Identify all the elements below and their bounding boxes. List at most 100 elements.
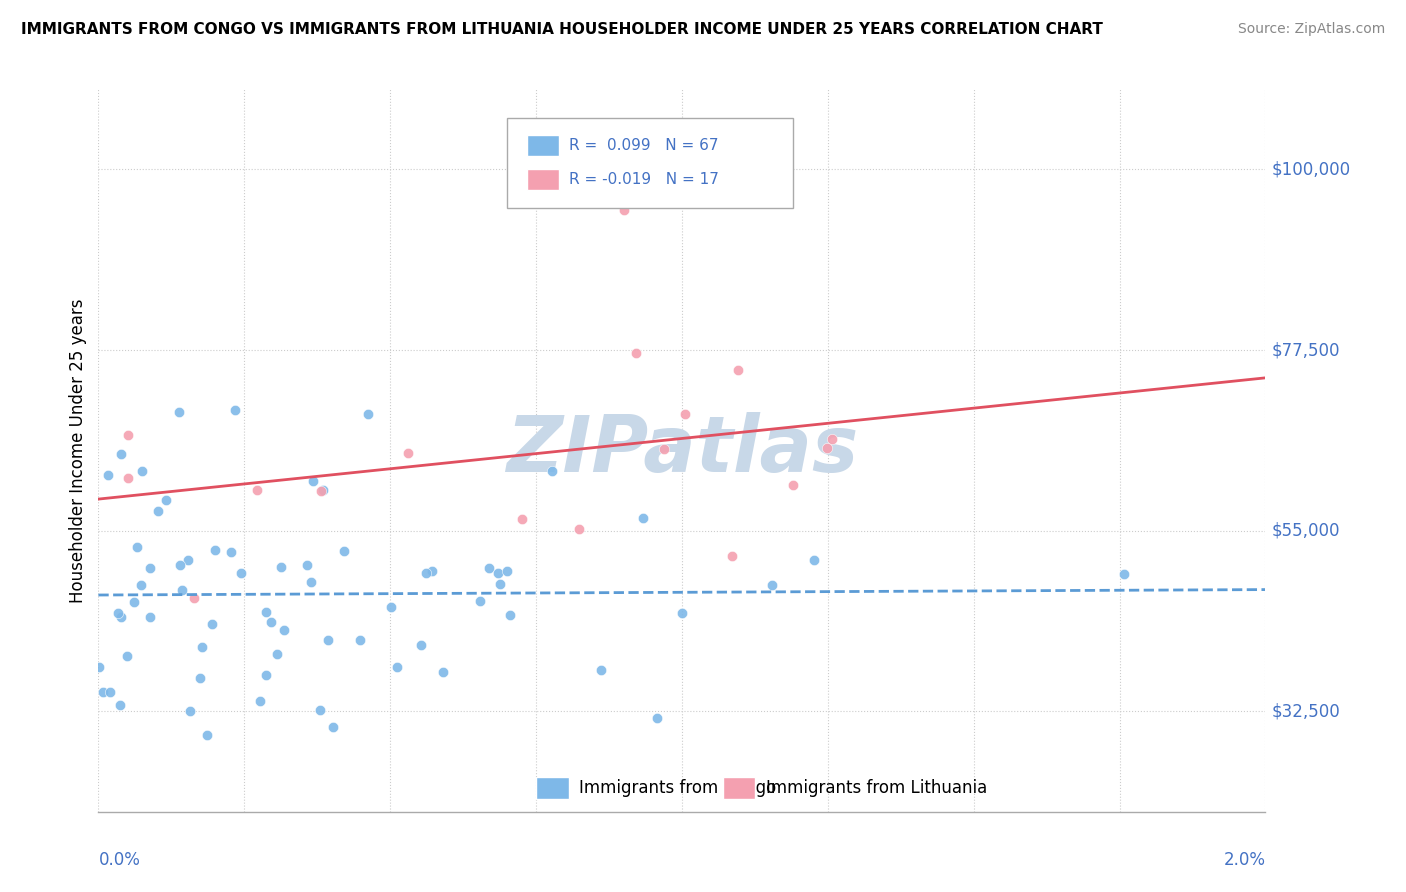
Point (308, 703, 330, 717)
Point (98, 685, 121, 699)
Point (155, 492, 177, 507)
Point (478, 561, 501, 575)
Point (782, 477, 804, 491)
Point (591, 663, 613, 677)
Point (254, 668, 277, 682)
Point (224, 403, 246, 417)
Point (489, 577, 512, 591)
Point (107, 606, 129, 620)
Point (495, 565, 517, 579)
Text: 0.0%: 0.0% (98, 851, 141, 869)
Text: $32,500: $32,500 (1271, 702, 1340, 721)
Point (179, 704, 201, 718)
Point (432, 665, 454, 679)
Point (131, 464, 153, 478)
Point (204, 542, 226, 557)
Text: R = -0.019   N = 17: R = -0.019 N = 17 (568, 172, 718, 187)
Point (671, 606, 693, 620)
Point (246, 483, 269, 498)
Point (170, 583, 193, 598)
Point (420, 564, 443, 578)
Point (139, 609, 162, 624)
Point (117, 428, 139, 442)
Text: $100,000: $100,000 (1271, 161, 1350, 178)
Point (499, 608, 522, 623)
Point (1112, 566, 1135, 581)
Text: $77,500: $77,500 (1271, 341, 1340, 359)
Point (727, 362, 749, 376)
Text: R =  0.099   N = 67: R = 0.099 N = 67 (568, 138, 718, 153)
Bar (723, 777, 755, 798)
Point (122, 595, 145, 609)
Point (97, 468, 120, 483)
Point (259, 615, 281, 629)
Point (385, 660, 408, 674)
Point (409, 638, 432, 652)
Point (380, 600, 402, 615)
Point (309, 483, 332, 498)
Point (108, 698, 131, 712)
Point (568, 522, 591, 536)
Y-axis label: Householder Income Under 25 years: Householder Income Under 25 years (69, 298, 87, 603)
Bar (527, 169, 560, 190)
Point (110, 447, 132, 461)
Point (91, 684, 114, 698)
Point (89, 660, 111, 674)
Point (645, 710, 668, 724)
Point (299, 574, 322, 589)
Text: Immigrants from Lithuania: Immigrants from Lithuania (766, 779, 987, 797)
Point (146, 504, 169, 518)
Point (249, 694, 271, 708)
Point (169, 558, 191, 572)
Point (415, 566, 437, 581)
Point (332, 544, 354, 558)
Point (302, 474, 325, 488)
Point (125, 540, 148, 554)
FancyBboxPatch shape (508, 118, 793, 209)
Point (200, 617, 222, 632)
Point (190, 640, 212, 655)
Point (316, 633, 339, 648)
Bar (527, 135, 560, 156)
Point (219, 545, 242, 559)
Point (270, 560, 292, 574)
Point (761, 577, 783, 591)
Point (624, 346, 647, 360)
Point (470, 594, 492, 608)
Point (266, 648, 288, 662)
Point (115, 649, 138, 664)
Point (254, 606, 277, 620)
Point (652, 442, 675, 456)
Point (322, 720, 344, 734)
Text: Immigrants from Congo: Immigrants from Congo (579, 779, 776, 797)
Point (139, 561, 162, 575)
Point (117, 471, 139, 485)
Point (720, 549, 742, 563)
Point (129, 578, 152, 592)
Bar (536, 777, 568, 798)
Point (815, 442, 838, 456)
Point (396, 445, 419, 459)
Point (510, 512, 533, 526)
Point (188, 671, 211, 685)
Point (486, 566, 509, 580)
Text: IMMIGRANTS FROM CONGO VS IMMIGRANTS FROM LITHUANIA HOUSEHOLDER INCOME UNDER 25 Y: IMMIGRANTS FROM CONGO VS IMMIGRANTS FROM… (21, 22, 1102, 37)
Point (110, 609, 132, 624)
Text: 2.0%: 2.0% (1223, 851, 1265, 869)
Point (631, 511, 654, 525)
Text: $55,000: $55,000 (1271, 522, 1340, 540)
Point (675, 407, 697, 421)
Point (357, 407, 380, 421)
Point (229, 566, 252, 581)
Point (197, 728, 219, 742)
Point (612, 202, 634, 217)
Point (295, 558, 318, 572)
Point (273, 623, 295, 637)
Point (312, 483, 335, 497)
Point (167, 404, 190, 418)
Point (541, 464, 564, 478)
Point (349, 633, 371, 648)
Point (183, 591, 205, 606)
Point (177, 553, 200, 567)
Point (803, 553, 825, 567)
